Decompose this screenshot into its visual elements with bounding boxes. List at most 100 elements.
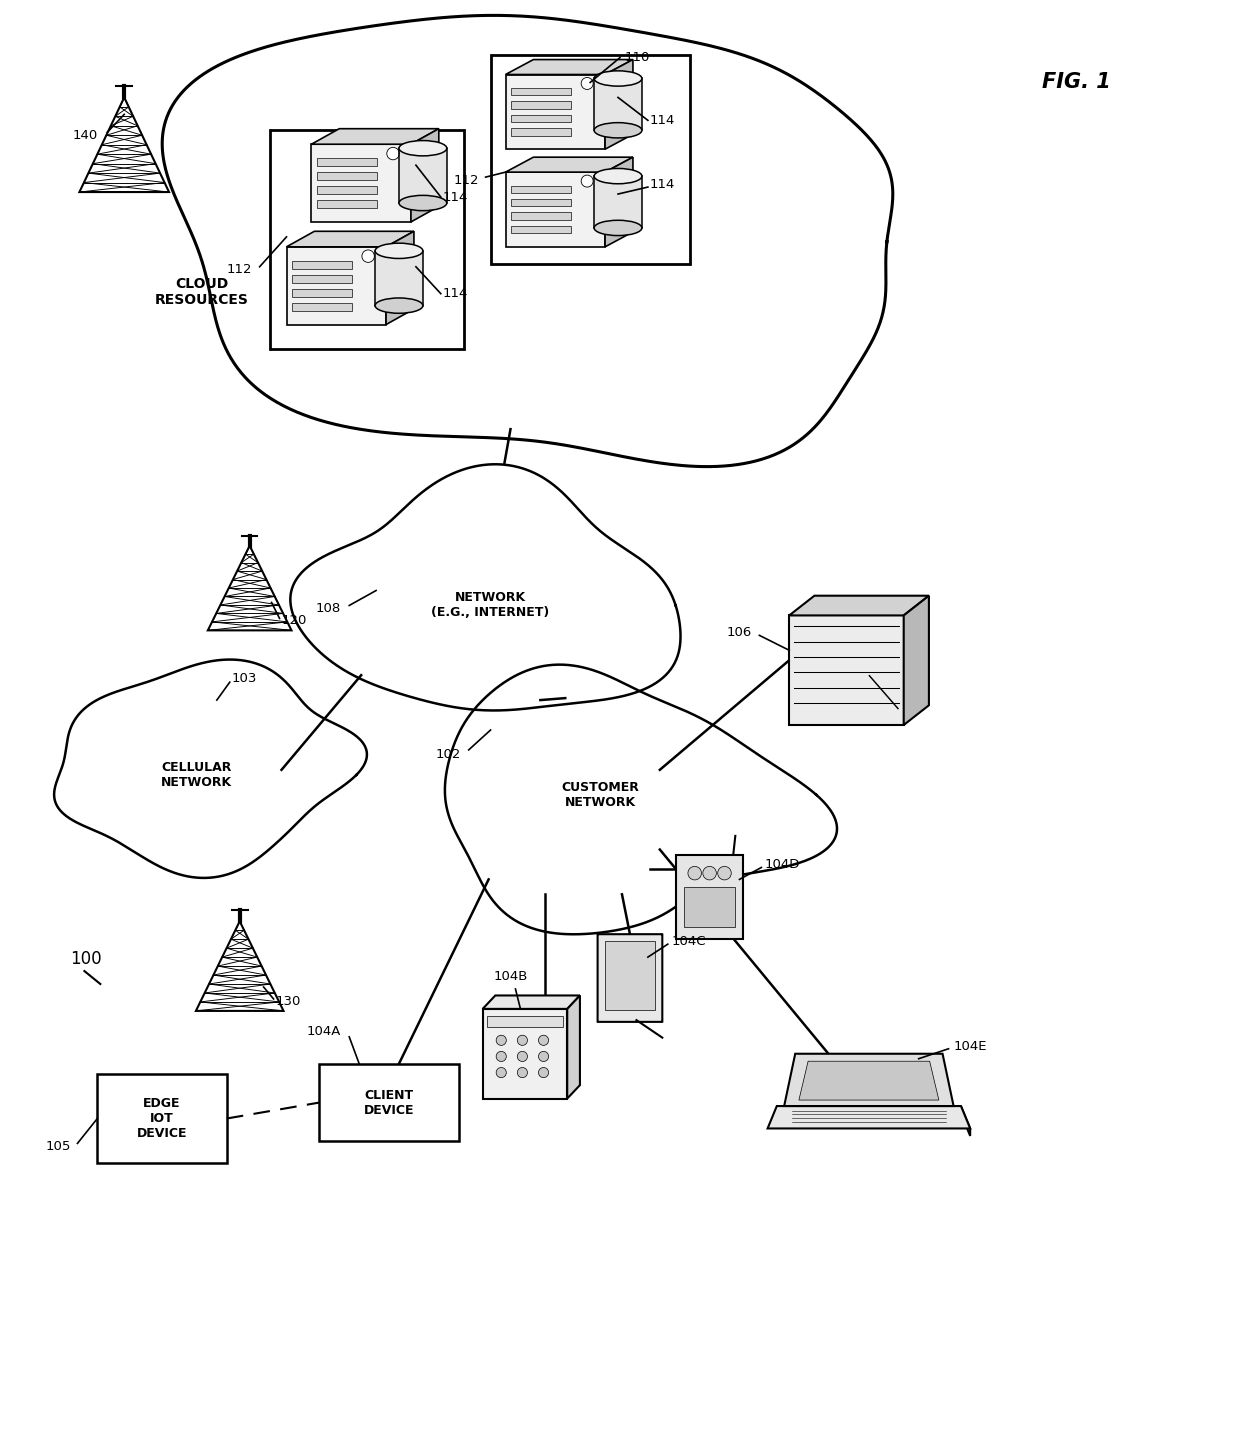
FancyBboxPatch shape <box>293 262 352 269</box>
Polygon shape <box>506 74 605 150</box>
FancyBboxPatch shape <box>598 934 662 1021</box>
FancyBboxPatch shape <box>293 275 352 282</box>
Circle shape <box>538 1052 548 1062</box>
FancyBboxPatch shape <box>511 225 572 234</box>
Text: 108: 108 <box>316 602 341 615</box>
FancyBboxPatch shape <box>511 186 572 193</box>
FancyBboxPatch shape <box>293 289 352 296</box>
Text: 104B: 104B <box>494 971 528 984</box>
Polygon shape <box>506 171 605 247</box>
Circle shape <box>688 866 702 881</box>
FancyBboxPatch shape <box>317 186 377 193</box>
Text: CLOUD
RESOURCES: CLOUD RESOURCES <box>155 276 249 307</box>
Ellipse shape <box>594 221 642 235</box>
Text: 105: 105 <box>45 1141 71 1152</box>
Text: 104C: 104C <box>672 934 707 947</box>
Circle shape <box>582 77 593 90</box>
Text: 103: 103 <box>232 671 257 684</box>
Circle shape <box>718 866 732 881</box>
FancyBboxPatch shape <box>487 1016 563 1027</box>
FancyBboxPatch shape <box>293 302 352 311</box>
Polygon shape <box>799 1061 939 1100</box>
Polygon shape <box>482 995 580 1008</box>
FancyBboxPatch shape <box>317 158 377 166</box>
FancyBboxPatch shape <box>317 201 377 208</box>
Text: 106: 106 <box>727 626 751 639</box>
Circle shape <box>538 1035 548 1045</box>
Polygon shape <box>784 1053 954 1106</box>
Circle shape <box>582 176 593 187</box>
Polygon shape <box>286 247 386 324</box>
Text: 100: 100 <box>71 950 102 968</box>
Polygon shape <box>789 616 904 725</box>
FancyBboxPatch shape <box>511 212 572 219</box>
Text: 120: 120 <box>281 615 306 626</box>
Polygon shape <box>162 16 893 466</box>
Circle shape <box>496 1052 506 1062</box>
Polygon shape <box>506 157 632 171</box>
Circle shape <box>517 1068 527 1078</box>
Polygon shape <box>399 148 446 203</box>
Ellipse shape <box>594 122 642 138</box>
FancyBboxPatch shape <box>320 1064 459 1142</box>
Text: EDGE
IOT
DEVICE: EDGE IOT DEVICE <box>136 1097 187 1141</box>
Ellipse shape <box>594 71 642 86</box>
Ellipse shape <box>376 243 423 259</box>
Text: CUSTOMER
NETWORK: CUSTOMER NETWORK <box>562 780 639 809</box>
Circle shape <box>387 147 399 160</box>
Text: 104A: 104A <box>306 1026 341 1039</box>
Circle shape <box>517 1052 527 1062</box>
Polygon shape <box>311 129 439 144</box>
FancyBboxPatch shape <box>511 128 572 135</box>
Polygon shape <box>445 664 837 934</box>
Text: NETWORK
(E.G., INTERNET): NETWORK (E.G., INTERNET) <box>432 591 549 619</box>
Polygon shape <box>482 1008 567 1098</box>
Circle shape <box>538 1068 548 1078</box>
Text: 104E: 104E <box>954 1040 987 1053</box>
Polygon shape <box>290 465 681 711</box>
Circle shape <box>496 1035 506 1045</box>
FancyBboxPatch shape <box>491 55 689 264</box>
Polygon shape <box>768 1106 970 1129</box>
Circle shape <box>703 866 717 881</box>
Text: 110: 110 <box>625 51 650 64</box>
Polygon shape <box>594 176 642 228</box>
FancyBboxPatch shape <box>511 89 572 96</box>
Circle shape <box>362 250 374 263</box>
Polygon shape <box>567 995 580 1098</box>
Text: 114: 114 <box>650 113 676 126</box>
Text: 112: 112 <box>226 263 252 276</box>
Polygon shape <box>605 157 632 247</box>
FancyBboxPatch shape <box>511 102 572 109</box>
FancyBboxPatch shape <box>511 115 572 122</box>
Text: CELLULAR
NETWORK: CELLULAR NETWORK <box>161 761 232 789</box>
Polygon shape <box>410 129 439 222</box>
Text: 114: 114 <box>443 190 469 203</box>
Text: FIG. 1: FIG. 1 <box>1043 73 1111 93</box>
Polygon shape <box>594 78 642 131</box>
Polygon shape <box>286 231 414 247</box>
Polygon shape <box>961 1106 970 1136</box>
Polygon shape <box>789 596 929 616</box>
Polygon shape <box>311 144 410 222</box>
FancyBboxPatch shape <box>317 173 377 180</box>
Circle shape <box>496 1068 506 1078</box>
Ellipse shape <box>376 298 423 314</box>
Text: 114: 114 <box>650 177 676 190</box>
Text: 130: 130 <box>275 995 301 1008</box>
Polygon shape <box>506 60 632 74</box>
Text: CLIENT
DEVICE: CLIENT DEVICE <box>363 1088 414 1116</box>
Polygon shape <box>605 60 632 150</box>
FancyBboxPatch shape <box>98 1074 227 1164</box>
FancyBboxPatch shape <box>269 131 464 350</box>
FancyBboxPatch shape <box>676 854 744 939</box>
Text: 114: 114 <box>443 288 469 301</box>
FancyBboxPatch shape <box>605 942 655 1010</box>
Ellipse shape <box>594 169 642 183</box>
Polygon shape <box>55 660 367 878</box>
Polygon shape <box>376 251 423 305</box>
Circle shape <box>517 1035 527 1045</box>
Text: 104D: 104D <box>764 857 800 870</box>
Ellipse shape <box>399 195 446 211</box>
Polygon shape <box>386 231 414 324</box>
